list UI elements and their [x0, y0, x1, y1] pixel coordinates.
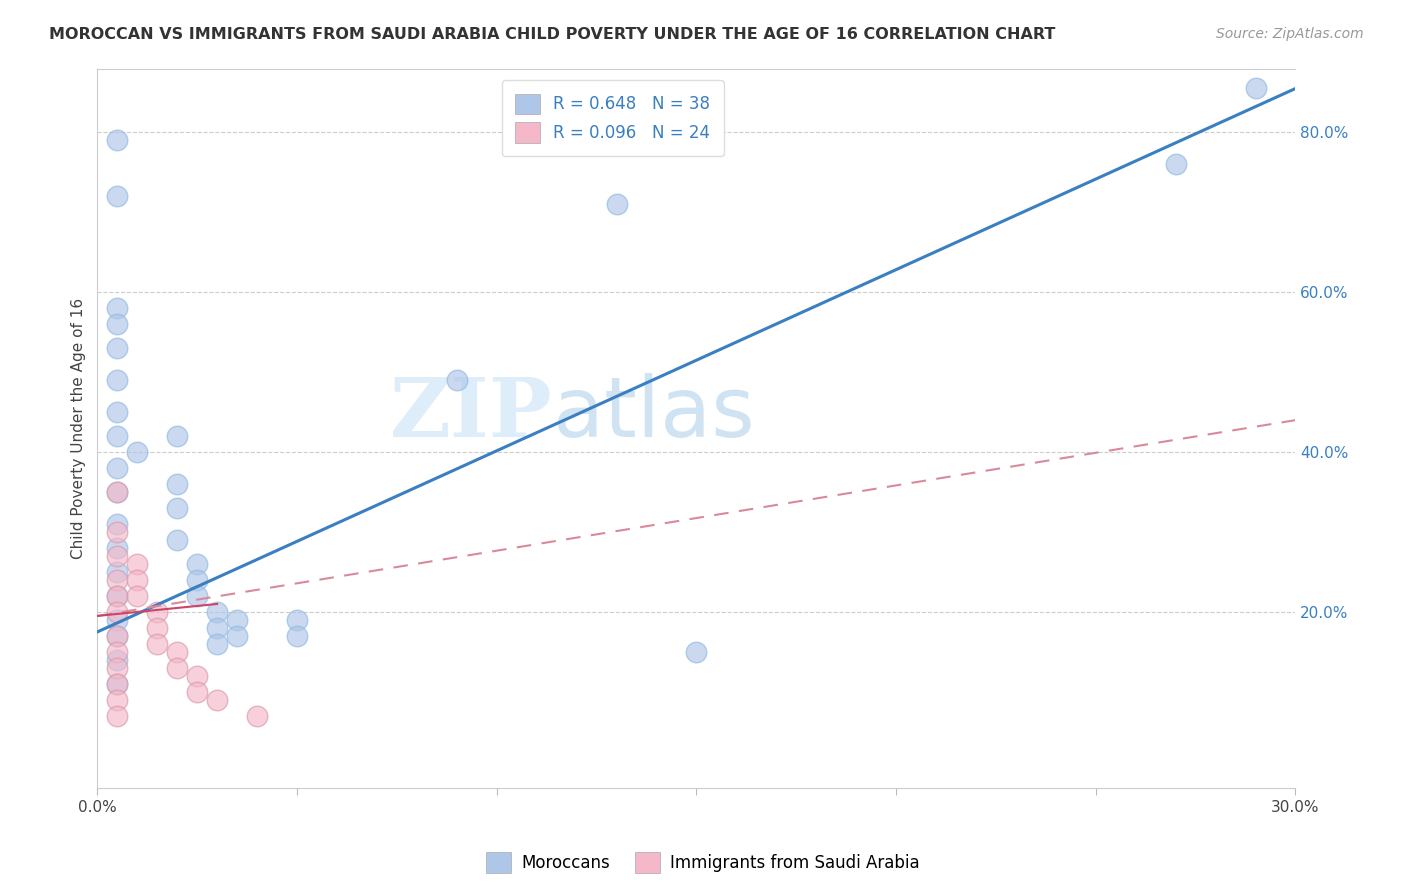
Point — [127, 445, 149, 459]
Point — [105, 661, 128, 675]
Point — [205, 605, 228, 619]
Legend: Moroccans, Immigrants from Saudi Arabia: Moroccans, Immigrants from Saudi Arabia — [479, 846, 927, 880]
Y-axis label: Child Poverty Under the Age of 16: Child Poverty Under the Age of 16 — [72, 298, 86, 558]
Point — [105, 573, 128, 587]
Point — [105, 565, 128, 579]
Point — [446, 373, 468, 387]
Point — [226, 613, 249, 627]
Point — [105, 405, 128, 419]
Point — [246, 709, 269, 723]
Text: atlas: atlas — [553, 373, 755, 454]
Point — [105, 133, 128, 147]
Point — [105, 677, 128, 691]
Point — [186, 685, 208, 699]
Point — [285, 629, 308, 643]
Point — [105, 589, 128, 603]
Text: ZIP: ZIP — [389, 374, 553, 454]
Point — [105, 373, 128, 387]
Point — [105, 541, 128, 555]
Text: Source: ZipAtlas.com: Source: ZipAtlas.com — [1216, 27, 1364, 41]
Point — [186, 573, 208, 587]
Point — [105, 461, 128, 475]
Point — [105, 677, 128, 691]
Point — [105, 189, 128, 203]
Point — [105, 301, 128, 316]
Point — [105, 653, 128, 667]
Point — [166, 477, 188, 491]
Point — [1244, 81, 1267, 95]
Point — [146, 605, 169, 619]
Point — [127, 557, 149, 571]
Point — [285, 613, 308, 627]
Legend: R = 0.648   N = 38, R = 0.096   N = 24: R = 0.648 N = 38, R = 0.096 N = 24 — [502, 80, 724, 156]
Point — [205, 693, 228, 707]
Point — [1164, 157, 1187, 171]
Point — [105, 485, 128, 500]
Point — [105, 341, 128, 355]
Point — [105, 524, 128, 539]
Point — [105, 605, 128, 619]
Point — [166, 661, 188, 675]
Point — [166, 501, 188, 516]
Point — [166, 429, 188, 443]
Point — [146, 637, 169, 651]
Text: MOROCCAN VS IMMIGRANTS FROM SAUDI ARABIA CHILD POVERTY UNDER THE AGE OF 16 CORRE: MOROCCAN VS IMMIGRANTS FROM SAUDI ARABIA… — [49, 27, 1056, 42]
Point — [146, 621, 169, 635]
Point — [205, 621, 228, 635]
Point — [105, 645, 128, 659]
Point — [606, 197, 628, 211]
Point — [105, 318, 128, 332]
Point — [127, 589, 149, 603]
Point — [205, 637, 228, 651]
Point — [105, 629, 128, 643]
Point — [186, 669, 208, 683]
Point — [186, 557, 208, 571]
Point — [105, 709, 128, 723]
Point — [685, 645, 707, 659]
Point — [105, 629, 128, 643]
Point — [127, 573, 149, 587]
Point — [105, 429, 128, 443]
Point — [105, 693, 128, 707]
Point — [105, 516, 128, 531]
Point — [166, 533, 188, 547]
Point — [105, 613, 128, 627]
Point — [226, 629, 249, 643]
Point — [166, 645, 188, 659]
Point — [105, 589, 128, 603]
Point — [105, 549, 128, 563]
Point — [105, 485, 128, 500]
Point — [186, 589, 208, 603]
